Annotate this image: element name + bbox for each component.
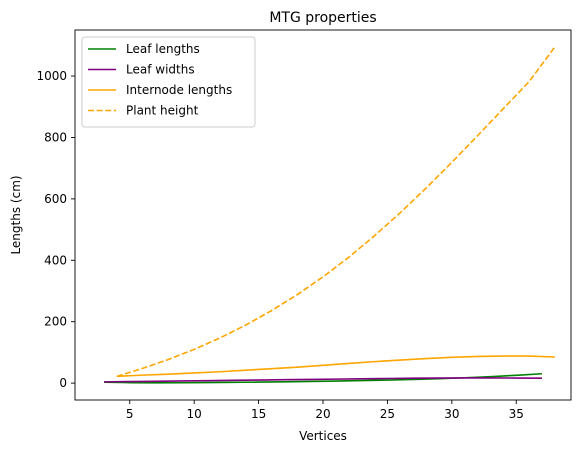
x-tick-label-4: 25 [380, 407, 395, 421]
x-tick-label-5: 30 [444, 407, 459, 421]
series-line-1 [103, 377, 543, 383]
y-axis-label: Lengths (cm) [9, 175, 23, 254]
y-tick-label-4: 800 [44, 130, 67, 144]
y-tick-label-5: 1000 [36, 69, 67, 83]
y-tick-label-2: 400 [44, 253, 67, 267]
x-tick-label-3: 20 [315, 407, 330, 421]
x-axis-label: Vertices [299, 429, 347, 443]
y-tick-label-1: 200 [44, 315, 67, 329]
series-line-2 [116, 355, 555, 378]
x-tick-label-2: 15 [251, 407, 266, 421]
chart-title: MTG properties [269, 10, 376, 26]
x-tick-label-6: 35 [509, 407, 524, 421]
legend-label-2: Internode lengths [126, 83, 232, 97]
plot-area: 5 10 15 20 25 30 35 0 200 400 600 800 1000 Leaf lengt… [36, 29, 572, 421]
y-tick-label-3: 600 [44, 192, 67, 206]
legend-label-0: Leaf lengths [126, 42, 200, 56]
legend-box [81, 36, 256, 128]
series-line-3 [116, 46, 556, 378]
x-tick-label-0: 5 [126, 407, 134, 421]
y-tick-label-0: 0 [59, 376, 67, 390]
x-tick-label-1: 10 [187, 407, 202, 421]
legend-label-3: Plant height [126, 104, 199, 118]
legend-label-1: Leaf widths [126, 63, 195, 77]
